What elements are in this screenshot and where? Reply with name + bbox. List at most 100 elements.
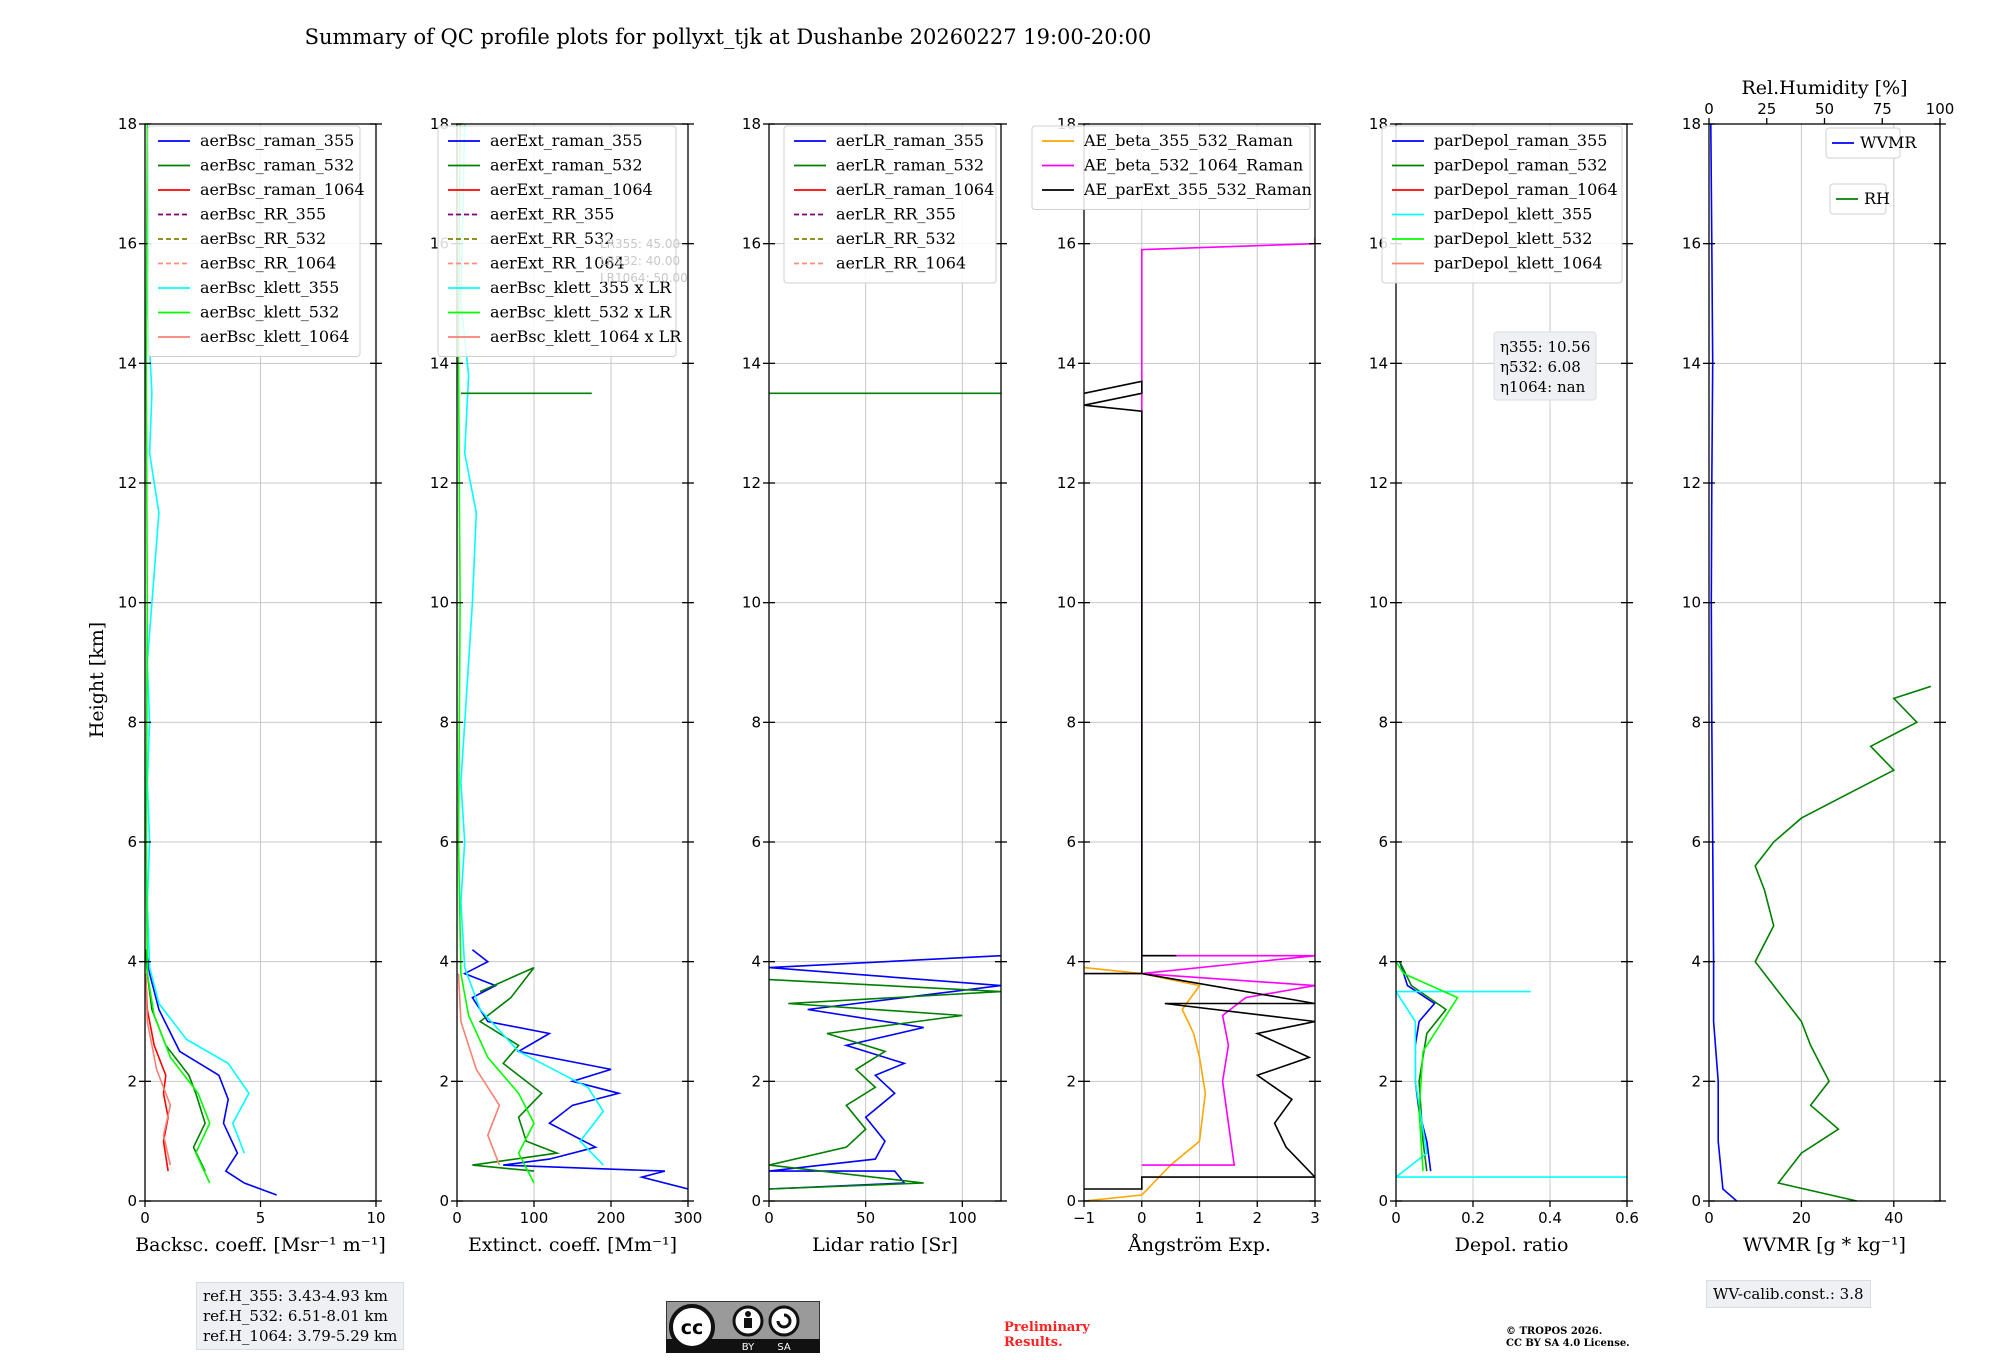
xtick-label: 0 (140, 1209, 150, 1227)
x-axis-label: WVMR [g * kg⁻¹] (1743, 1234, 1906, 1256)
xtick-label: 0 (1704, 1209, 1714, 1227)
xtick-label: 300 (674, 1209, 703, 1227)
ref-height-532: ref.H_532: 6.51-8.01 km (203, 1307, 388, 1325)
legend-label: aerBsc_klett_1064 (200, 327, 349, 346)
ytick-label: 16 (1682, 235, 1701, 253)
legend-box (1825, 127, 1901, 159)
preliminary-line-1: Preliminary (1004, 1320, 1090, 1335)
legend-label: aerLR_raman_532 (836, 156, 984, 175)
lr-note: LR355: 45.00 (600, 237, 680, 251)
series-aerBsc_klett_532 (145, 124, 211, 1184)
copyright-line-1: © TROPOS 2026. (1506, 1326, 1603, 1337)
series-aerBsc_klett_532 x LR (457, 124, 535, 1184)
ytick-label: 8 (439, 713, 449, 731)
xtick-label: 0 (764, 1209, 774, 1227)
legend-label: AE_beta_532_1064_Raman (1083, 156, 1303, 175)
ytick-label: 6 (751, 833, 761, 851)
series-aerExt_raman_532 (472, 966, 561, 1172)
eta-box (1493, 331, 1597, 401)
legend-box (1031, 125, 1311, 210)
top-axis-label: Rel.Humidity [%] (1741, 77, 1907, 99)
lr-note: LR1064: 50.00 (600, 271, 688, 285)
xtick-label: 0 (452, 1209, 462, 1227)
ytick-label: 14 (430, 354, 449, 372)
y-axis-label: Height [km] (86, 622, 108, 738)
top-tick-label: 75 (1873, 100, 1892, 118)
series-AE_beta_532_1064_Raman (1141, 237, 1315, 1166)
ytick-label: 10 (1682, 594, 1701, 612)
xtick-label: 10 (366, 1209, 385, 1227)
ytick-label: 16 (1057, 235, 1076, 253)
legend-label: aerBsc_klett_532 (200, 303, 339, 322)
ytick-label: 12 (742, 474, 761, 492)
sa-icon (768, 1305, 800, 1337)
ytick-label: 4 (1066, 953, 1076, 971)
legend-label: aerExt_raman_355 (490, 131, 643, 150)
legend-label: aerLR_RR_355 (836, 205, 956, 224)
ref-height-355: ref.H_355: 3.43-4.93 km (203, 1287, 388, 1305)
legend-label: aerBsc_RR_1064 (200, 254, 336, 273)
legend-label: RH (1864, 189, 1890, 208)
legend-label: aerExt_RR_1064 (490, 254, 625, 273)
series-parDepol_klett_532 (1396, 961, 1459, 1172)
top-tick-label: 25 (1757, 100, 1776, 118)
cc-by-label: BY (742, 1342, 755, 1353)
ytick-label: 12 (430, 474, 449, 492)
ytick-label: 8 (127, 713, 137, 731)
series-aerBsc_raman_355 (145, 949, 277, 1196)
ytick-label: 0 (1378, 1192, 1388, 1210)
series-parDepol_klett_355 (1396, 990, 1627, 1178)
legend-label: parDepol_klett_532 (1434, 229, 1592, 248)
preliminary-line-2: Results. (1004, 1335, 1063, 1350)
axes-frame (1395, 123, 1628, 1202)
xtick-label: 50 (856, 1209, 875, 1227)
legend-label: aerLR_raman_1064 (836, 180, 994, 199)
series-aerBsc_klett_1064 x LR (457, 973, 501, 1166)
legend-label: aerBsc_klett_1064 x LR (490, 327, 682, 346)
ytick-label: 8 (1066, 713, 1076, 731)
xtick-label: 0 (1391, 1209, 1401, 1227)
xtick-label: 20 (1792, 1209, 1811, 1227)
ytick-label: 4 (1691, 953, 1701, 971)
ref-heights-box: ref.H_355: 3.43-4.93 km ref.H_532: 6.51-… (196, 1282, 405, 1350)
series-aerBsc_klett_355 x LR (460, 124, 605, 1166)
ytick-label: 10 (430, 594, 449, 612)
legend-label: aerExt_raman_1064 (490, 180, 653, 199)
wv-calib-box: WV-calib.const.: 3.8 (1706, 1280, 1871, 1308)
ytick-label: 14 (118, 354, 137, 372)
xtick-label: −1 (1073, 1209, 1095, 1227)
eta-label: η1064: nan (1500, 378, 1586, 396)
ytick-label: 0 (751, 1192, 761, 1210)
ytick-label: 4 (1378, 953, 1388, 971)
legend-box (783, 125, 997, 284)
figure-title: Summary of QC profile plots for pollyxt_… (305, 25, 1152, 49)
legend-label: parDepol_klett_355 (1434, 205, 1592, 224)
ytick-label: 18 (1682, 115, 1701, 133)
legend-label: AE_beta_355_532_Raman (1083, 131, 1293, 150)
copyright-line-2: CC BY SA 4.0 License. (1506, 1338, 1630, 1349)
series-WVMR (1710, 124, 1738, 1201)
ytick-label: 12 (1057, 474, 1076, 492)
series-parDepol_raman_355 (1399, 961, 1436, 1172)
top-tick-label: 100 (1926, 100, 1955, 118)
copyright-note: © TROPOS 2026. CC BY SA 4.0 License. (1506, 1326, 1630, 1350)
ref-height-1064: ref.H_1064: 3.79-5.29 km (203, 1327, 398, 1345)
legend-label: aerExt_raman_532 (490, 156, 643, 175)
legend-label: aerLR_RR_532 (836, 229, 956, 248)
xtick-label: 0.2 (1461, 1209, 1485, 1227)
ytick-label: 4 (751, 953, 761, 971)
xtick-label: 100 (948, 1209, 977, 1227)
ytick-label: 6 (1691, 833, 1701, 851)
xtick-label: 0.4 (1538, 1209, 1562, 1227)
series-AE_beta_355_532_Raman (1084, 966, 1207, 1201)
legend-label: aerLR_RR_1064 (836, 254, 966, 273)
wv-calib-const: WV-calib.const.: 3.8 (1713, 1285, 1864, 1303)
axes-frame (456, 123, 689, 1202)
ytick-label: 0 (439, 1192, 449, 1210)
series-parDepol_raman_532 (1399, 961, 1448, 1172)
ytick-label: 2 (439, 1072, 449, 1090)
